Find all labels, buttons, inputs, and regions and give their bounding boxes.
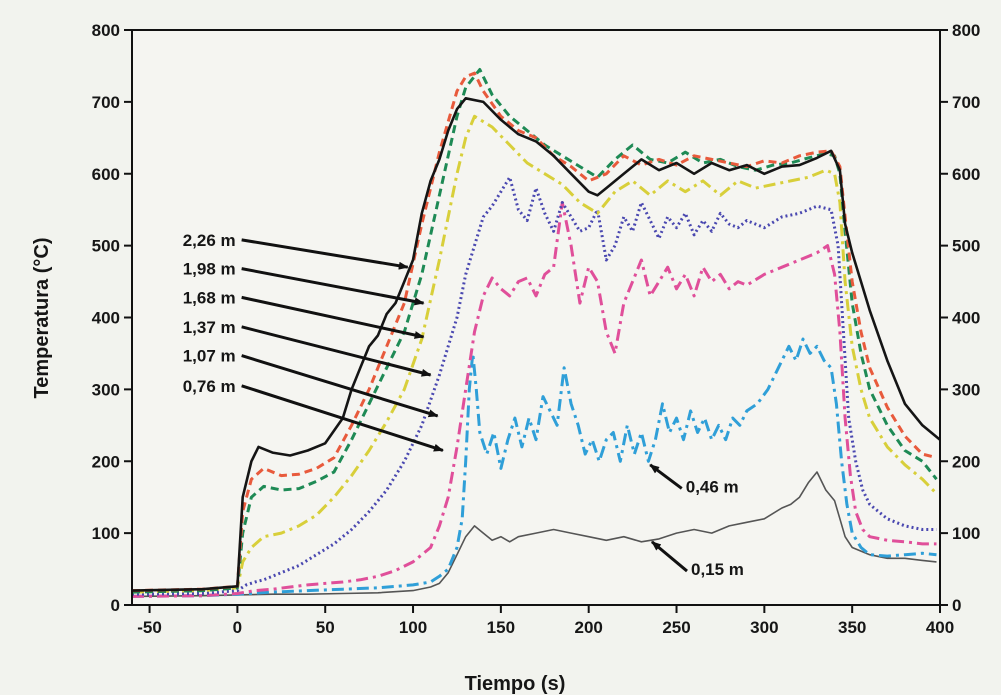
y-left-tick-label-8: 800 [92,21,120,40]
y-right-tick-label-4: 400 [952,309,980,328]
ticks-layer: -50 0 50 100 150 200 250 300 350 400 0 0 100 100 200 20… [92,21,981,637]
y-left-tick-label-4: 400 [92,309,120,328]
annotation-arrow-2 [241,295,425,339]
series-line-1 [131,71,937,593]
annotation-arrow-5 [241,384,444,452]
y-right-tick-label-3: 300 [952,380,980,399]
annotation-label-1: 1,98 m [183,260,236,279]
annotation-label-0: 2,26 m [183,231,236,250]
annotation-label-5: 0,76 m [183,377,236,396]
y-right-tick-label-0: 0 [952,596,961,615]
x-tick-label-8: 350 [838,618,866,637]
annotation-arrow-1 [241,267,425,306]
y-left-tick-label-5: 500 [92,237,120,256]
y-left-tick-label-2: 200 [92,452,120,471]
series-line-7 [131,471,937,598]
y-right-tick-label-1: 100 [952,524,980,543]
plot-area [132,30,940,605]
annotation-label-2: 1,68 m [183,288,236,307]
y-left-tick-label-6: 600 [92,165,120,184]
annotation-arrow-4 [241,354,439,418]
annotation-arrow-6 [649,463,683,490]
x-axis-title: Tiempo (s) [465,673,566,695]
x-tick-label-1: 0 [233,618,242,637]
series-layer [131,68,941,598]
x-tick-label-6: 250 [662,618,690,637]
annotation-arrow-0 [241,238,409,270]
y-right-tick-label-5: 500 [952,237,980,256]
annotation-label-6: 0,46 m [686,477,739,496]
series-line-2 [131,68,938,594]
annotation-layer: 2,26 m 1,98 m 1,68 m 1,37 m 1,07 m 0,76 m 0,46… [183,231,744,579]
y-left-tick-label-7: 700 [92,93,120,112]
x-tick-label-3: 100 [399,618,427,637]
series-line-6 [131,337,937,598]
annotation-label-4: 1,07 m [183,347,236,366]
x-tick-label-9: 400 [926,618,954,637]
series-line-0 [131,97,941,592]
annotation-arrow-3 [241,325,432,377]
y-right-tick-label-2: 200 [952,452,980,471]
annotation-label-3: 1,37 m [183,318,236,337]
x-tick-label-7: 300 [750,618,778,637]
series-line-3 [131,114,938,594]
y-right-tick-label-6: 600 [952,165,980,184]
annotation-label-7: 0,15 m [691,560,744,579]
y-left-tick-label-0: 0 [111,596,120,615]
x-tick-label-4: 150 [487,618,515,637]
x-tick-label-2: 50 [316,618,335,637]
series-line-5 [131,201,937,598]
y-right-tick-label-7: 700 [952,93,980,112]
y-left-tick-label-3: 300 [92,380,120,399]
annotation-arrow-7 [650,540,688,573]
y-right-tick-label-8: 800 [952,21,980,40]
y-left-tick-label-1: 100 [92,524,120,543]
x-tick-label-5: 200 [575,618,603,637]
x-tick-label-0: -50 [137,618,162,637]
y-axis-title: Temperatura (°C) [31,238,53,399]
